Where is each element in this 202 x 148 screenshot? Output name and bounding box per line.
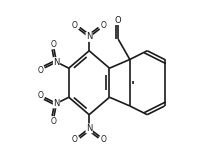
Text: O: O xyxy=(71,21,77,30)
Text: N: N xyxy=(53,99,59,108)
Text: O: O xyxy=(100,135,106,144)
Text: O: O xyxy=(100,21,106,30)
Text: O: O xyxy=(50,117,56,126)
Text: O: O xyxy=(37,66,43,75)
Text: N: N xyxy=(85,32,92,41)
Text: O: O xyxy=(71,135,77,144)
Text: N: N xyxy=(53,58,59,66)
Text: O: O xyxy=(50,40,56,49)
Text: O: O xyxy=(114,16,121,25)
Text: N: N xyxy=(85,124,92,133)
Text: O: O xyxy=(37,91,43,100)
